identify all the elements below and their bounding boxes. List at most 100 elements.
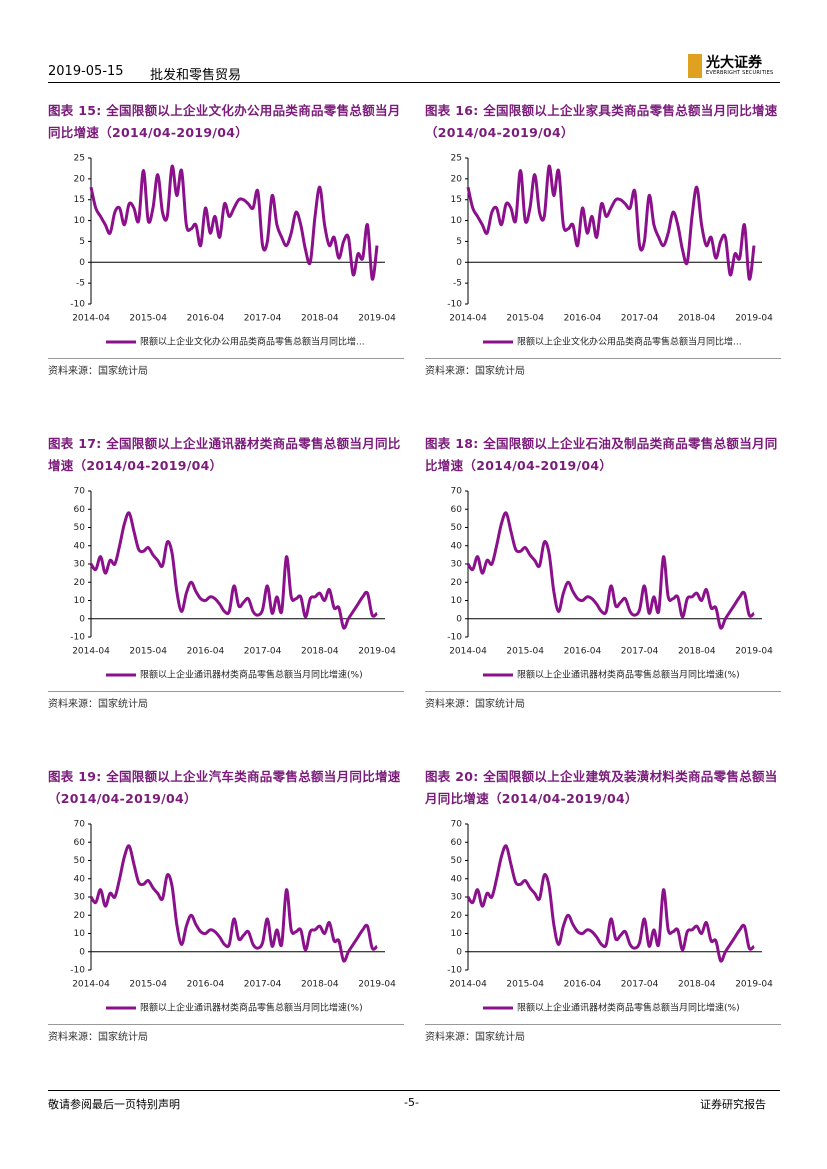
x-tick-label: 2015-04 [129,647,167,657]
x-tick-label: 2017-04 [621,980,659,990]
y-tick-label: 0 [79,258,85,268]
legend-label: 限额以上企业通讯器材类商品零售总额当月同比增速(%) [140,669,363,681]
y-tick-label: 30 [74,893,86,903]
y-tick-label: 0 [456,614,462,624]
chart-source: 资料来源：国家统计局 [425,1032,525,1043]
x-tick-label: 2019-04 [358,980,396,990]
chart-title: 图表 16: 全国限额以上企业家具类商品零售总额当月同比增速（2014/04-2… [425,103,778,140]
y-tick-label: 0 [456,947,462,957]
x-tick-label: 2014-04 [449,980,487,990]
y-tick-label: -10 [447,300,462,310]
legend-label: 限额以上企业通讯器材类商品零售总额当月同比增速(%) [517,669,740,681]
y-tick-label: 30 [451,560,463,570]
series-line [466,511,755,630]
chart: -10 0 10 20 30 40 50 60 70 2014-04 2015-04 2016-04 2… [70,820,396,1014]
y-tick-label: 25 [451,154,462,164]
y-tick-label: 0 [79,614,85,624]
y-tick-label: 60 [74,838,86,848]
chart: -10 -5 0 5 10 15 20 25 2014-04 2015-04 2016-04 2017… [70,154,396,348]
y-tick-label: 40 [74,541,86,551]
x-tick-label: 2018-04 [678,980,716,990]
x-tick-label: 2016-04 [564,647,602,657]
x-tick-label: 2017-04 [244,647,282,657]
x-tick-label: 2016-04 [564,314,602,324]
x-tick-label: 2014-04 [72,314,110,324]
series-line [89,844,378,963]
y-tick-label: -10 [70,633,85,643]
header-industry: 批发和零售贸易 [150,68,242,83]
y-tick-label: -10 [70,966,85,976]
x-tick-label: 2014-04 [449,314,487,324]
y-tick-label: 20 [451,578,463,588]
y-tick-label: 5 [456,237,462,247]
series-line [466,164,756,281]
y-tick-label: -10 [447,966,462,976]
legend-label: 限额以上企业文化办公用品类商品零售总额当月同比增... [140,336,365,348]
y-tick-label: 60 [451,505,463,515]
footer-right: 证券研究报告 [700,1098,766,1111]
chart-source: 资料来源：国家统计局 [48,1032,148,1043]
source-rule [425,691,781,692]
y-tick-label: 20 [74,578,86,588]
chart-title: 图表 20: 全国限额以上企业建筑及装潢材料类商品零售总额当月同比增速（2014… [425,769,778,806]
chart-source: 资料来源：国家统计局 [425,699,525,710]
series-line [89,511,378,630]
x-tick-label: 2016-04 [564,980,602,990]
x-tick-label: 2014-04 [72,647,110,657]
x-tick-label: 2019-04 [735,314,773,324]
header-rule [48,82,780,83]
legend-label: 限额以上企业通讯器材类商品零售总额当月同比增速(%) [140,1002,363,1014]
source-rule [425,1024,781,1025]
legend-label: 限额以上企业通讯器材类商品零售总额当月同比增速(%) [517,1002,740,1014]
x-tick-label: 2015-04 [129,314,167,324]
y-tick-label: 15 [451,195,462,205]
y-tick-label: 0 [79,947,85,957]
series-line [89,164,379,281]
x-tick-label: 2014-04 [72,980,110,990]
x-tick-label: 2019-04 [358,314,396,324]
x-tick-label: 2015-04 [129,980,167,990]
y-tick-label: 20 [451,174,463,184]
y-tick-label: -5 [76,279,85,289]
x-tick-label: 2018-04 [678,647,716,657]
y-tick-label: 70 [451,487,463,497]
y-tick-label: 25 [74,154,85,164]
x-tick-label: 2016-04 [187,314,225,324]
chart-title: 图表 18: 全国限额以上企业石油及制品类商品零售总额当月同比增速（2014/0… [425,436,778,473]
chart-title: 图表 17: 全国限额以上企业通讯器材类商品零售总额当月同比增速（2014/04… [48,436,401,473]
x-tick-label: 2017-04 [244,980,282,990]
chart-title: 图表 19: 全国限额以上企业汽车类商品零售总额当月同比增速（2014/04-2… [48,769,401,806]
chart-title: 图表 15: 全国限额以上企业文化办公用品类商品零售总额当月同比增速（2014/… [48,103,401,140]
footer-left: 敬请参阅最后一页特别声明 [48,1098,180,1111]
x-tick-label: 2019-04 [735,980,773,990]
logo-cn: 光大证券 [706,55,762,71]
y-tick-label: 70 [74,487,86,497]
logo-en: EVERBRIGHT SECURITIES [706,70,774,76]
y-tick-label: 60 [74,505,86,515]
x-tick-label: 2018-04 [678,314,716,324]
y-tick-label: 60 [451,838,463,848]
y-tick-label: 50 [74,856,86,866]
y-tick-label: 50 [74,523,86,533]
y-tick-label: 20 [74,174,86,184]
x-tick-label: 2015-04 [506,980,544,990]
y-tick-label: 10 [74,929,86,939]
y-tick-label: -5 [453,279,462,289]
y-tick-label: 15 [74,195,85,205]
x-tick-label: 2019-04 [735,647,773,657]
y-tick-label: 10 [451,929,463,939]
y-tick-label: 30 [74,560,86,570]
source-rule [425,358,781,359]
y-tick-label: 5 [79,237,85,247]
y-tick-label: 40 [74,874,86,884]
header-date: 2019-05-15 [48,64,124,79]
chart-source: 资料来源：国家统计局 [425,366,525,377]
x-tick-label: 2017-04 [621,647,659,657]
y-tick-label: -10 [70,300,85,310]
source-rule [48,1024,404,1025]
y-tick-label: 10 [74,216,86,226]
source-rule [48,691,404,692]
chart: -10 0 10 20 30 40 50 60 70 2014-04 2015-04 2016-04 2… [447,487,773,681]
y-tick-label: 10 [74,596,86,606]
